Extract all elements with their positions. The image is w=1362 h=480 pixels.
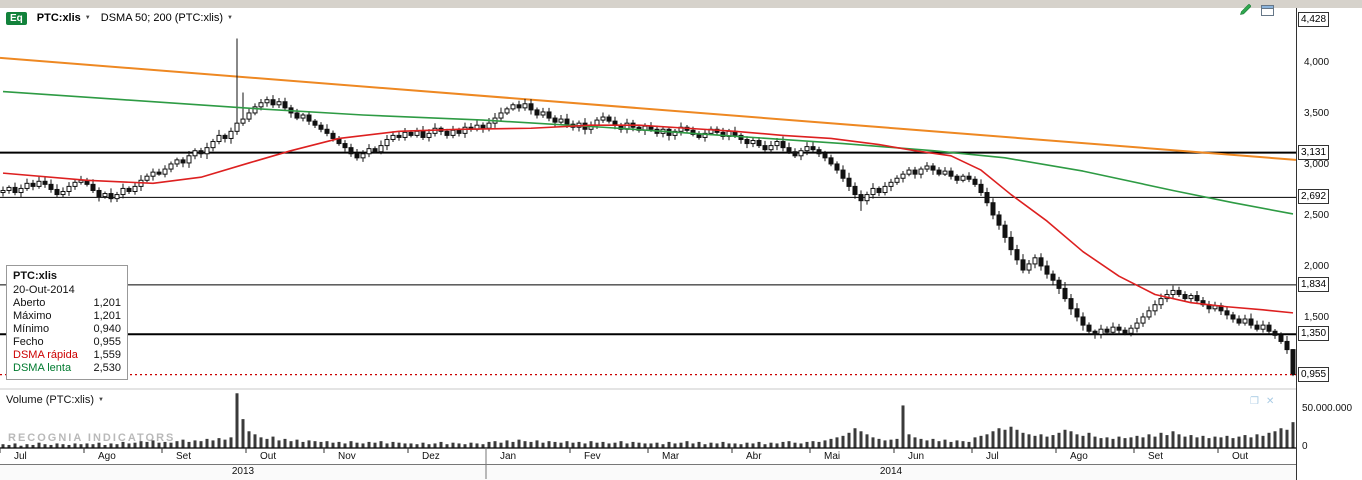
month-label: Jun [908, 451, 925, 462]
tooltip-row: DSMA rápida 1,559 [13, 349, 121, 362]
tooltip-row-value: 1,559 [93, 349, 121, 361]
tooltip-row-value: 0,940 [93, 323, 121, 335]
draw-annotation-icon[interactable] [1238, 2, 1253, 22]
tooltip-row-value: 1,201 [93, 310, 121, 322]
volume-pane[interactable] [1, 393, 1295, 448]
month-label: Abr [746, 451, 762, 462]
tooltip-row-label: Fecho [13, 336, 44, 348]
chevron-down-icon: ▼ [84, 15, 91, 21]
indicator-label: DSMA 50; 200 (PTC:xlis) [100, 12, 224, 24]
month-label: Jan [500, 451, 517, 462]
year-axis [0, 464, 1296, 480]
price-badge: 1,350 [1298, 326, 1330, 342]
window-layout-icon[interactable] [1261, 3, 1274, 21]
tooltip-row: Fecho 0,955 [13, 336, 121, 349]
price-tick-label: 4,000 [1304, 57, 1330, 68]
candlesticks [0, 38, 1296, 377]
price-tick-label: 2,000 [1304, 261, 1330, 272]
tooltip-row-label: DSMA rápida [13, 349, 78, 361]
month-label: Mar [662, 451, 680, 462]
month-label: Ago [98, 451, 116, 462]
price-badge: 2,692 [1298, 189, 1330, 205]
month-label: Out [260, 451, 277, 462]
month-label: Nov [338, 451, 356, 462]
month-label: Fev [584, 451, 601, 462]
month-label: Dez [422, 451, 440, 462]
watermark: RECOGNIA INDICATORS [8, 432, 176, 444]
chevron-down-icon: ▼ [227, 15, 233, 21]
tooltip-row-label: Aberto [13, 297, 46, 309]
sma-line [2, 124, 1294, 314]
tooltip-row: DSMA lenta 2,530 [13, 362, 121, 375]
month-label: Jul [14, 451, 27, 462]
tooltip-row: Mínimo 0,940 [13, 323, 121, 336]
price-tick-label: 1,500 [1304, 312, 1330, 323]
symbol-selector[interactable]: PTC:xlis ▼ [37, 12, 91, 24]
month-label: Jul [986, 451, 999, 462]
month-label: Set [176, 451, 192, 462]
tooltip-row-value: 1,201 [93, 297, 121, 309]
volume-pane-actions: ❐ ✕ [1250, 396, 1274, 407]
year-label: 2014 [879, 466, 903, 477]
window-chrome-strip [0, 0, 1362, 8]
tooltip-date: 20-Out-2014 [13, 284, 75, 296]
pane-close-icon[interactable]: ✕ [1265, 396, 1275, 407]
tooltip-row: Aberto 1,201 [13, 297, 121, 310]
tooltip-rows: Aberto 1,201 Máximo 1,201 Mínimo 0,940 Fecho 0,… [13, 297, 121, 375]
volume-pane-label: Volume (PTC:xlis) [6, 394, 95, 406]
volume-axis-label: 0 [1302, 441, 1308, 452]
price-tick-label: 2,500 [1304, 210, 1330, 221]
month-label: Mai [824, 451, 841, 462]
volume-axis-label: 50.000.000 [1302, 403, 1353, 414]
toolbar: Eq PTC:xlis ▼ DSMA 50; 200 (PTC:xlis) ▼ [0, 8, 1296, 28]
tooltip-row-value: 2,530 [93, 362, 121, 374]
month-label: Out [1232, 451, 1249, 462]
price-tick-label: 3,500 [1304, 108, 1330, 119]
price-pane[interactable] [0, 38, 1296, 377]
tooltip-row-value: 0,955 [93, 336, 121, 348]
indicator-selector[interactable]: DSMA 50; 200 (PTC:xlis) ▼ [101, 12, 233, 24]
price-badge: 3,131 [1298, 144, 1330, 160]
sma-line [2, 90, 1294, 215]
price-badge: 4,428 [1298, 12, 1330, 28]
chevron-down-icon: ▼ [98, 397, 104, 403]
tooltip-symbol: PTC:xlis [13, 270, 58, 282]
price-badge: 1,834 [1298, 276, 1330, 292]
instrument-type-badge: Eq [6, 11, 27, 25]
tooltip-row-label: Mínimo [13, 323, 50, 335]
month-label: Ago [1070, 451, 1088, 462]
symbol-label: PTC:xlis [36, 12, 81, 24]
month-label: Set [1148, 451, 1164, 462]
tooltip-row-label: DSMA lenta [13, 362, 72, 374]
trendline [0, 56, 1296, 161]
data-tooltip: PTC:xlis 20-Out-2014 Aberto 1,201 Máximo 1,… [6, 265, 128, 380]
pane-restore-icon[interactable]: ❐ [1250, 396, 1259, 407]
toolbar-actions [1238, 2, 1274, 22]
price-badge: 0,955 [1298, 366, 1330, 382]
volume-pane-header[interactable]: Volume (PTC:xlis) ▼ [6, 394, 104, 406]
year-label: 2013 [231, 466, 255, 477]
price-axis [1296, 8, 1361, 480]
tooltip-row-label: Máximo [13, 310, 52, 322]
tooltip-row: Máximo 1,201 [13, 310, 121, 323]
price-tick-label: 3,000 [1304, 159, 1330, 170]
